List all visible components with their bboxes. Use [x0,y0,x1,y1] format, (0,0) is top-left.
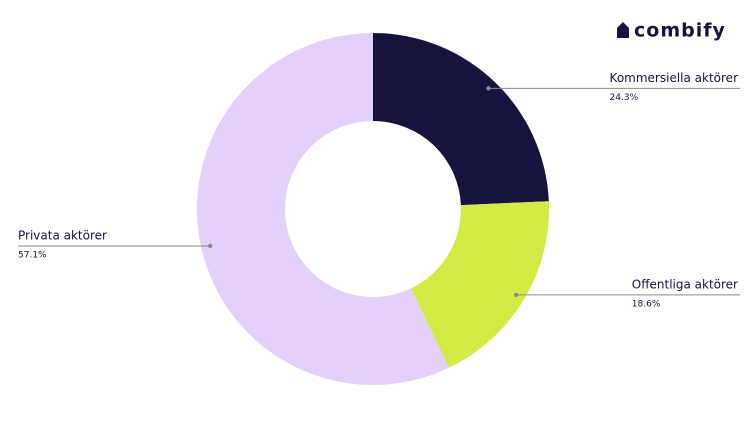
value-label: 24.3% [610,93,639,103]
leader-dot [207,243,213,249]
value-label: 18.6% [632,299,661,309]
logo-icon [617,22,629,38]
donut-slice [373,33,549,206]
slice-label: Privata aktörer [18,228,107,242]
logo: combify [617,20,726,42]
slice-label: Offentliga aktörer [632,277,738,291]
donut-slice [197,33,449,385]
slice-label: Kommersiella aktörer [610,71,739,85]
leader-dot [514,292,519,298]
leader-dot [486,86,491,91]
donut-slice [410,201,549,368]
value-label: 57.1% [18,250,47,260]
logo-text: combify [634,20,726,42]
